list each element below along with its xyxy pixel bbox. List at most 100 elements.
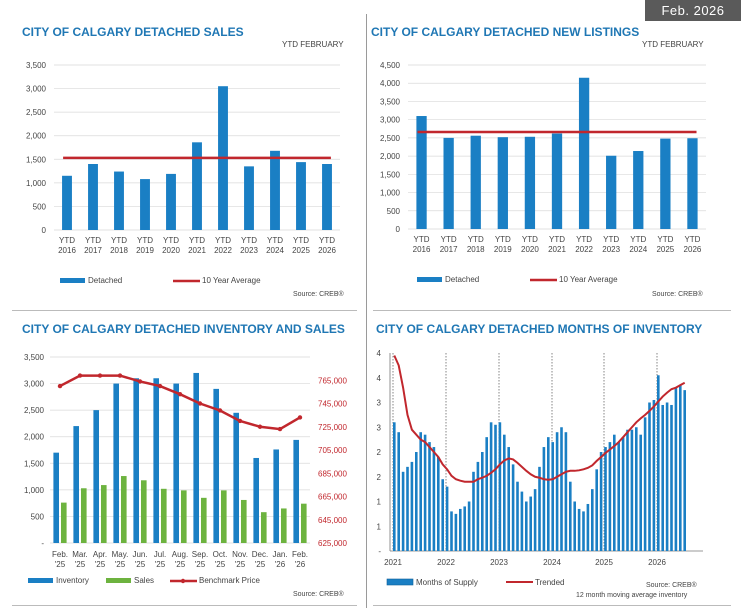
sales-bar bbox=[62, 175, 72, 230]
sales-xtick-label: YTD bbox=[59, 236, 75, 245]
inv-y2tick-label: 685,000 bbox=[318, 469, 347, 478]
sales-bar bbox=[270, 150, 280, 230]
sales-xtick-label: YTD bbox=[163, 236, 179, 245]
sales-xtick-label: YTD bbox=[85, 236, 101, 245]
listings-ytick-label: 1,500 bbox=[380, 170, 401, 179]
months-of-supply-bar bbox=[397, 432, 400, 551]
listings-legend-swatch bbox=[417, 277, 442, 282]
sales-xtick-label: YTD bbox=[267, 236, 283, 245]
chart-title-sales: CITY OF CALGARY DETACHED SALES bbox=[22, 25, 244, 39]
sales-bar bbox=[281, 508, 287, 543]
source-new-listings: Source: CREB® bbox=[652, 291, 703, 298]
inv-legend-swatch bbox=[106, 578, 131, 583]
inv-xtick-label: Mar. bbox=[72, 550, 88, 559]
sales-bar bbox=[61, 502, 67, 543]
months-of-supply-bar bbox=[613, 434, 616, 551]
moi-legend-label: Months of Supply bbox=[416, 578, 478, 587]
note-months-inventory: 12 month moving average inventory bbox=[576, 592, 688, 599]
months-of-supply-bar bbox=[657, 375, 660, 551]
sales-bar bbox=[88, 164, 98, 230]
months-of-supply-bar bbox=[511, 464, 515, 551]
listings-ytick-label: 4,000 bbox=[380, 79, 401, 88]
sales-ytick-label: 1,500 bbox=[26, 155, 47, 164]
months-of-supply-bar bbox=[586, 503, 590, 551]
moi-xtick-label: 2023 bbox=[490, 558, 508, 567]
sales-xtick-label: YTD bbox=[111, 236, 127, 245]
inv-xtick-label: '26 bbox=[275, 560, 286, 569]
listings-bar bbox=[497, 137, 508, 229]
inv-legend-label: Benchmark Price bbox=[199, 576, 260, 585]
moi-ytick-label: 2 bbox=[377, 473, 382, 482]
sales-legend-swatch bbox=[60, 278, 85, 283]
panel-divider-bottom-right bbox=[373, 605, 731, 606]
sales-bar bbox=[81, 488, 87, 543]
sales-bar bbox=[121, 476, 127, 543]
months-of-supply-bar bbox=[542, 447, 546, 551]
inv-y2tick-label: 745,000 bbox=[318, 400, 347, 409]
months-of-supply-bar bbox=[683, 390, 686, 551]
listings-xtick-label: YTD bbox=[603, 235, 619, 244]
listings-xtick-label: YTD bbox=[657, 235, 673, 244]
sales-bar bbox=[141, 480, 147, 543]
listings-xtick-label: YTD bbox=[522, 235, 538, 244]
sales-ytick-label: 2,500 bbox=[26, 108, 47, 117]
months-of-supply-bar bbox=[652, 400, 656, 551]
sales-bar bbox=[161, 488, 167, 543]
inv-xtick-label: Oct. bbox=[213, 550, 228, 559]
sales-xtick-label: 2019 bbox=[136, 246, 154, 255]
months-of-supply-bar bbox=[551, 442, 554, 551]
inv-legend-label: Sales bbox=[134, 576, 154, 585]
inventory-bar bbox=[113, 383, 119, 543]
benchmark-price-point bbox=[197, 401, 203, 406]
sales-ytick-label: 500 bbox=[33, 202, 47, 211]
sales-bar bbox=[296, 162, 306, 230]
months-of-supply-bar bbox=[393, 422, 396, 551]
benchmark-price-point bbox=[277, 426, 283, 432]
listings-bar bbox=[416, 116, 427, 229]
moi-xtick-label: 2022 bbox=[437, 558, 455, 567]
months-of-supply-bar bbox=[419, 432, 422, 551]
months-of-supply-bar bbox=[476, 461, 480, 551]
source-sales: Source: CREB® bbox=[293, 291, 344, 298]
sales-bar bbox=[166, 173, 176, 230]
listings-ytick-label: 3,500 bbox=[380, 97, 401, 106]
sales-xtick-label: YTD bbox=[189, 236, 205, 245]
sales-legend-label: 10 Year Average bbox=[202, 276, 261, 285]
months-of-supply-bar bbox=[507, 447, 510, 551]
moi-ytick-label: 1 bbox=[377, 522, 382, 531]
moi-xtick-label: 2025 bbox=[595, 558, 613, 567]
listings-xtick-label: YTD bbox=[468, 235, 484, 244]
inv-ytick-label: 3,500 bbox=[24, 353, 45, 362]
inv-legend-swatch bbox=[28, 578, 53, 583]
sales-bar bbox=[181, 490, 187, 543]
months-of-supply-bar bbox=[406, 466, 409, 551]
listings-legend-label: 10 Year Average bbox=[559, 275, 618, 284]
inventory-bar bbox=[213, 388, 219, 543]
sales-bar bbox=[301, 503, 307, 543]
months-of-supply-bar bbox=[577, 508, 581, 551]
sales-xtick-label: 2021 bbox=[188, 246, 206, 255]
listings-ytick-label: 0 bbox=[396, 225, 401, 234]
inventory-bar bbox=[233, 412, 239, 543]
inv-xtick-label: Jan. bbox=[272, 550, 287, 559]
moi-legend-swatch bbox=[386, 578, 414, 586]
months-of-supply-bar bbox=[569, 481, 572, 551]
inv-xtick-label: '26 bbox=[295, 560, 306, 569]
months-of-supply-bar bbox=[591, 489, 594, 551]
moi-xtick-label: 2021 bbox=[384, 558, 402, 567]
months-of-supply-bar bbox=[661, 404, 664, 551]
moi-legend-label: Trended bbox=[535, 578, 565, 587]
listings-bar bbox=[524, 136, 536, 229]
months-of-supply-bar bbox=[459, 508, 462, 551]
inventory-bar bbox=[53, 452, 59, 543]
months-of-supply-bar bbox=[454, 513, 458, 551]
months-of-supply-bar bbox=[582, 511, 585, 551]
moi-xtick-label: 2024 bbox=[543, 558, 561, 567]
moi-ytick-label: 3 bbox=[377, 399, 382, 408]
benchmark-price-point bbox=[217, 408, 223, 413]
inv-ytick-label: 3,000 bbox=[24, 380, 45, 389]
inv-xtick-label: '25 bbox=[75, 560, 86, 569]
sales-xtick-label: 2026 bbox=[318, 246, 336, 255]
months-of-supply-bar bbox=[555, 432, 559, 551]
inv-xtick-label: Dec. bbox=[252, 550, 268, 559]
